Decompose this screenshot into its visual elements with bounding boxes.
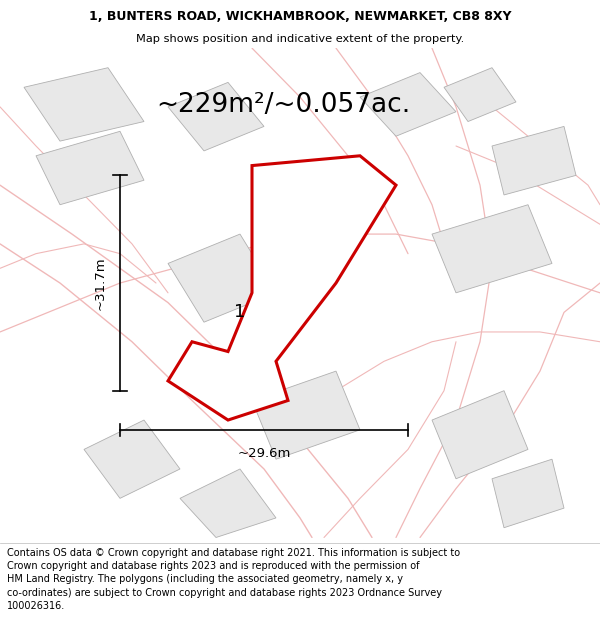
Polygon shape (360, 72, 456, 136)
Polygon shape (168, 156, 396, 420)
Polygon shape (492, 126, 576, 195)
Polygon shape (252, 371, 360, 459)
Text: 1, BUNTERS ROAD, WICKHAMBROOK, NEWMARKET, CB8 8XY: 1, BUNTERS ROAD, WICKHAMBROOK, NEWMARKET… (89, 9, 511, 22)
Text: Map shows position and indicative extent of the property.: Map shows position and indicative extent… (136, 34, 464, 44)
Text: ~31.7m: ~31.7m (94, 256, 107, 310)
Polygon shape (432, 205, 552, 292)
Polygon shape (444, 68, 516, 121)
Text: 1: 1 (235, 303, 245, 321)
Text: Contains OS data © Crown copyright and database right 2021. This information is : Contains OS data © Crown copyright and d… (7, 548, 460, 611)
Polygon shape (492, 459, 564, 528)
Text: ~229m²/~0.057ac.: ~229m²/~0.057ac. (156, 92, 410, 118)
Polygon shape (180, 469, 276, 538)
Polygon shape (168, 234, 276, 322)
Polygon shape (84, 420, 180, 498)
Polygon shape (36, 131, 144, 205)
Text: ~29.6m: ~29.6m (238, 447, 290, 460)
Polygon shape (432, 391, 528, 479)
Polygon shape (168, 82, 264, 151)
Polygon shape (24, 68, 144, 141)
